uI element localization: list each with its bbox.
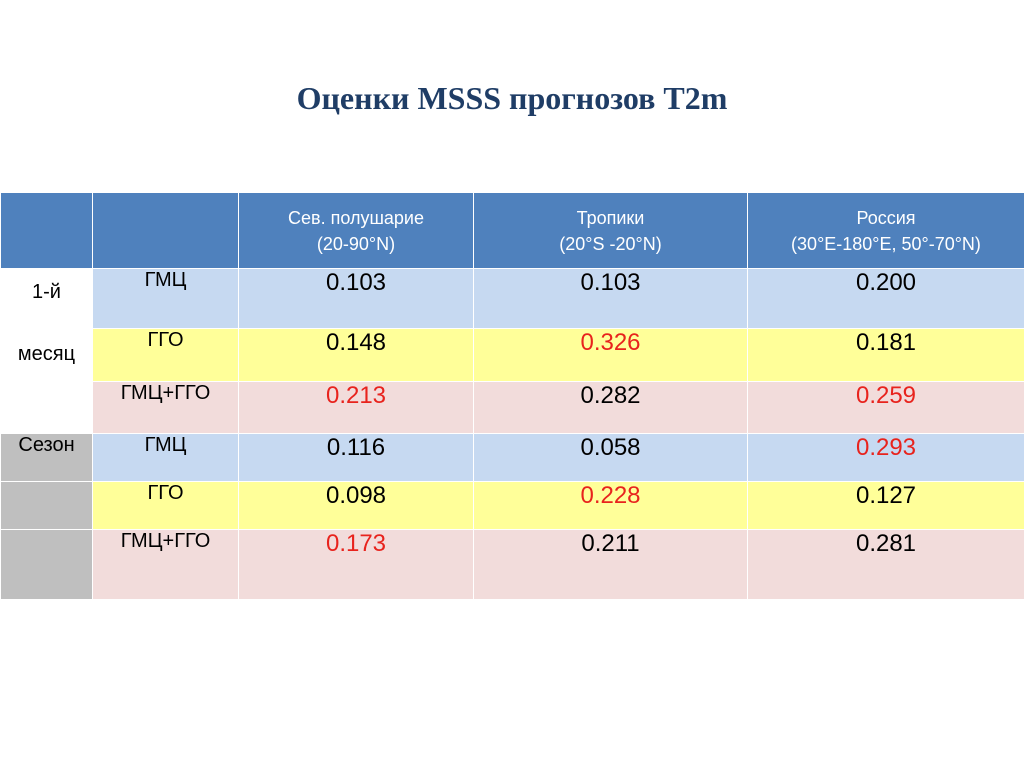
value-cell: 0.211 bbox=[473, 529, 748, 600]
source-cell: ГМЦ bbox=[92, 267, 239, 330]
value-cell: 0.181 bbox=[747, 328, 1024, 382]
value-cell: 0.058 bbox=[473, 433, 748, 482]
header-sublabel: (20-90°N) bbox=[316, 233, 396, 254]
header-row: Сев. полушарие (20-90°N) Тропики (20°S -… bbox=[0, 192, 1024, 269]
value-cell: 0.148 bbox=[238, 328, 474, 382]
group-label-season: Сезон bbox=[0, 433, 93, 482]
group-label-empty bbox=[0, 481, 93, 530]
value-cell: 0.228 bbox=[473, 481, 748, 530]
source-cell: ГМЦ bbox=[92, 433, 239, 482]
header-cell-empty-1 bbox=[0, 192, 93, 269]
value-cell: 0.259 bbox=[747, 380, 1024, 435]
slide-title: Оценки MSSS прогнозов T2m bbox=[296, 80, 728, 116]
group-label-month: 1-й месяц bbox=[0, 268, 93, 434]
header-cell-north-hemisphere: Сев. полушарие (20-90°N) bbox=[238, 192, 474, 269]
header-label: Россия bbox=[856, 207, 916, 228]
header-cell-russia: Россия (30°E-180°E, 50°-70°N) bbox=[747, 192, 1024, 269]
value-cell: 0.282 bbox=[473, 380, 748, 435]
value-cell: 0.116 bbox=[238, 433, 474, 482]
group-label-part: месяц bbox=[17, 343, 76, 365]
value-cell: 0.326 bbox=[473, 328, 748, 382]
source-cell: ГМЦ+ГГО bbox=[92, 380, 239, 435]
header-cell-empty-2 bbox=[92, 192, 239, 269]
table-row: Сезон ГМЦ 0.116 0.058 0.293 bbox=[0, 433, 1024, 482]
source-cell: ГГО bbox=[92, 481, 239, 530]
value-cell: 0.103 bbox=[238, 267, 474, 330]
table-row: ГМЦ+ГГО 0.213 0.282 0.259 bbox=[1, 380, 1024, 435]
value-cell: 0.103 bbox=[473, 267, 748, 330]
value-cell: 0.098 bbox=[238, 481, 474, 530]
value-cell: 0.213 bbox=[238, 380, 474, 435]
source-cell: ГМЦ+ГГО bbox=[92, 529, 239, 600]
value-cell: 0.281 bbox=[747, 529, 1024, 600]
table-row: ГМЦ+ГГО 0.173 0.211 0.281 bbox=[0, 529, 1024, 600]
header-sublabel: (30°E-180°E, 50°-70°N) bbox=[791, 233, 981, 254]
value-cell: 0.173 bbox=[238, 529, 474, 600]
value-cell: 0.293 bbox=[747, 433, 1024, 482]
table-row: ГГО 0.148 0.326 0.181 bbox=[1, 328, 1024, 382]
header-sublabel: (20°S -20°N) bbox=[559, 233, 662, 254]
value-cell: 0.127 bbox=[747, 481, 1024, 530]
source-cell: ГГО bbox=[92, 328, 239, 382]
group-label-empty bbox=[0, 529, 93, 600]
header-label: Сев. полушарие bbox=[288, 207, 424, 228]
table-row: 1-й месяц ГМЦ 0.103 0.103 0.200 bbox=[0, 267, 1024, 434]
table-row: ГГО 0.098 0.228 0.127 bbox=[0, 481, 1024, 530]
header-label: Тропики bbox=[576, 207, 645, 228]
group-label-part: 1-й bbox=[32, 281, 61, 303]
msss-table: Сев. полушарие (20-90°N) Тропики (20°S -… bbox=[0, 192, 1024, 600]
header-cell-tropics: Тропики (20°S -20°N) bbox=[473, 192, 748, 269]
value-cell: 0.200 bbox=[747, 267, 1024, 330]
